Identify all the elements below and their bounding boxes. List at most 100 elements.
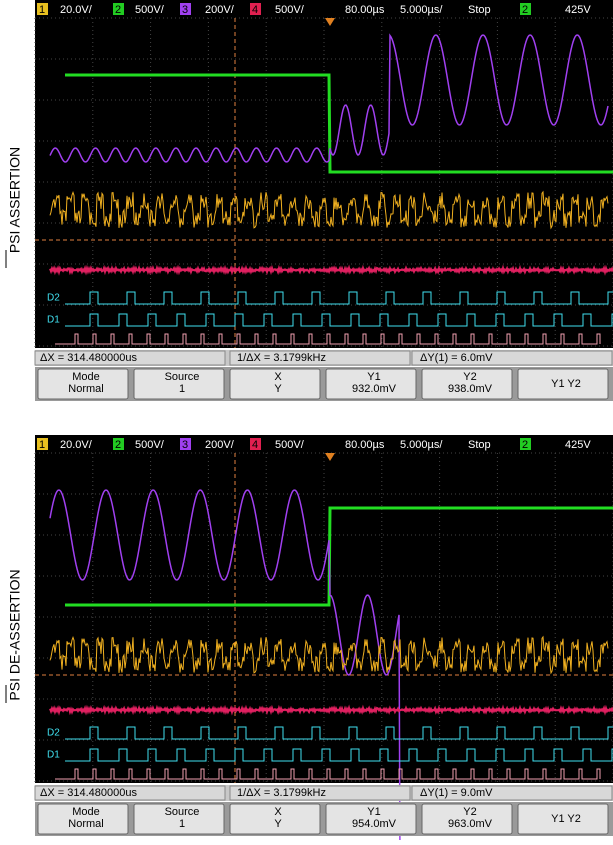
softkey bbox=[229, 803, 321, 835]
softkey-bar bbox=[35, 367, 613, 401]
status-text: 1 bbox=[39, 4, 45, 16]
softkey bbox=[37, 803, 129, 835]
status-text: 2 bbox=[522, 439, 528, 451]
softkey-label: Y1 Y2 bbox=[551, 813, 581, 825]
softkey-label: Y2 bbox=[463, 806, 476, 818]
status-text: 20.0V/ bbox=[60, 4, 93, 16]
channel-badge bbox=[520, 3, 531, 15]
scope-panel: PSI DE-ASSERTION 1 20.0V/2 500V/3 200V/4 500V… bbox=[5, 435, 613, 845]
status-text: 425V bbox=[565, 439, 591, 451]
channel-badge bbox=[113, 3, 124, 15]
measurement: 1/ΔX = 3.1799kHz bbox=[237, 352, 326, 364]
measure-box bbox=[411, 350, 613, 366]
status-text: 500V/ bbox=[135, 439, 165, 451]
trace-ch4 bbox=[49, 704, 613, 716]
status-text: 2 bbox=[115, 4, 121, 16]
status-text: 200V/ bbox=[205, 4, 235, 16]
digital-label: D2 bbox=[47, 728, 60, 739]
softkey-label: Mode bbox=[72, 806, 100, 818]
channel-badge bbox=[180, 3, 191, 15]
status-text: 5.000µs/ bbox=[400, 439, 443, 451]
softkey bbox=[421, 803, 513, 835]
softkey bbox=[133, 368, 225, 400]
measurement: ΔX = 314.480000us bbox=[40, 352, 137, 364]
status-text: 3 bbox=[182, 4, 188, 16]
softkey-label: Y bbox=[274, 383, 282, 395]
trace-ch4 bbox=[49, 264, 613, 276]
measurement: 1/ΔX = 3.1799kHz bbox=[237, 787, 326, 799]
status-text: 80.00µs bbox=[345, 439, 385, 451]
trace-ch3 bbox=[49, 489, 401, 845]
channel-badge bbox=[113, 438, 124, 450]
digital-label: D1 bbox=[47, 750, 60, 761]
measure-box bbox=[229, 785, 411, 801]
measure-box bbox=[34, 350, 226, 366]
digital-trace bbox=[55, 768, 601, 780]
side-label: PSI DE-ASSERTION bbox=[7, 569, 23, 700]
scope-panel: PSI ASSERTION 1 20.0V/2 500V/3 200V/4 500V/80… bbox=[5, 0, 613, 401]
channel-badge bbox=[250, 438, 261, 450]
status-text: 5.000µs/ bbox=[400, 4, 443, 16]
softkey-label: Source bbox=[165, 371, 200, 383]
softkey bbox=[325, 368, 417, 400]
status-text: 200V/ bbox=[205, 439, 235, 451]
status-text: 2 bbox=[522, 4, 528, 16]
softkey-label: X bbox=[274, 806, 282, 818]
status-text: 500V/ bbox=[275, 4, 305, 16]
digital-trace bbox=[65, 291, 613, 305]
trace-ch2 bbox=[65, 73, 613, 174]
softkey-label: Normal bbox=[68, 818, 103, 830]
status-text: 4 bbox=[252, 4, 258, 16]
digital-trace bbox=[65, 726, 613, 740]
status-text: 80.00µs bbox=[345, 4, 385, 16]
softkey bbox=[133, 803, 225, 835]
channel-badge bbox=[37, 438, 48, 450]
softkey bbox=[37, 368, 129, 400]
softkey-label: Y1 Y2 bbox=[551, 378, 581, 390]
softkey-label: Source bbox=[165, 806, 200, 818]
softkey-label: 1 bbox=[179, 383, 185, 395]
digital-trace bbox=[55, 333, 601, 345]
digital-label: D1 bbox=[47, 315, 60, 326]
status-text: 2 bbox=[115, 439, 121, 451]
softkey bbox=[517, 368, 609, 400]
softkey-label: 954.0mV bbox=[352, 818, 397, 830]
softkey-label: X bbox=[274, 371, 282, 383]
channel-badge bbox=[180, 438, 191, 450]
status-text: 500V/ bbox=[275, 439, 305, 451]
measure-box bbox=[411, 785, 613, 801]
channel-badge bbox=[250, 3, 261, 15]
softkey-label: Mode bbox=[72, 371, 100, 383]
trace-ch1 bbox=[49, 635, 609, 675]
status-text: 4 bbox=[252, 439, 258, 451]
softkey-label: Y1 bbox=[367, 371, 380, 383]
side-label: PSI ASSERTION bbox=[7, 147, 23, 253]
status-text: 425V bbox=[565, 4, 591, 16]
trigger-marker bbox=[325, 18, 335, 26]
softkey bbox=[229, 368, 321, 400]
softkey-label: Normal bbox=[68, 383, 103, 395]
softkey bbox=[517, 803, 609, 835]
trace-ch3 bbox=[49, 33, 609, 163]
digital-trace bbox=[65, 313, 613, 327]
trigger-marker bbox=[325, 453, 335, 461]
channel-badge bbox=[520, 438, 531, 450]
digital-label: D2 bbox=[47, 293, 60, 304]
measure-box bbox=[34, 785, 226, 801]
softkey-label: 1 bbox=[179, 818, 185, 830]
softkey bbox=[325, 803, 417, 835]
trace-ch1 bbox=[49, 190, 609, 230]
softkey-label: 932.0mV bbox=[352, 383, 397, 395]
status-text: Stop bbox=[468, 439, 491, 451]
measurement: ΔY(1) = 6.0mV bbox=[420, 352, 493, 364]
digital-trace bbox=[65, 748, 613, 762]
status-text: 500V/ bbox=[135, 4, 165, 16]
measure-box bbox=[229, 350, 411, 366]
measurement: ΔX = 314.480000us bbox=[40, 787, 137, 799]
softkey-label: 963.0mV bbox=[448, 818, 493, 830]
status-text: 3 bbox=[182, 439, 188, 451]
softkey-label: Y1 bbox=[367, 806, 380, 818]
status-text: 20.0V/ bbox=[60, 439, 93, 451]
status-text: Stop bbox=[468, 4, 491, 16]
